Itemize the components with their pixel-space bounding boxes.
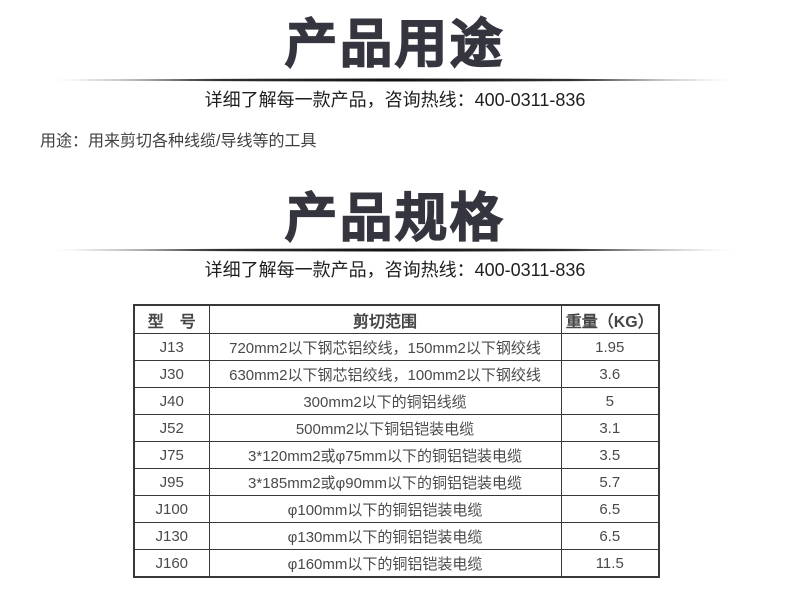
range-cell: φ100mm以下的铜铝铠装电缆: [208, 495, 562, 523]
col-header-model: 型 号: [133, 304, 210, 334]
weight-cell: 3.6: [560, 360, 660, 388]
range-cell: φ160mm以下的铜铝铠装电缆: [208, 549, 562, 578]
col-header-weight: 重量（KG）: [560, 304, 660, 334]
model-cell: J52: [133, 414, 210, 442]
product-specs-title: 产品规格: [284, 190, 505, 248]
hotline-text: 详细了解每一款产品，咨询热线：400-0311-836: [204, 90, 586, 110]
model-cell: J40: [133, 387, 210, 415]
taper-divider: [45, 248, 745, 252]
taper-divider: [45, 78, 745, 82]
range-cell: 630mm2以下钢芯铝绞线，100mm2以下钢绞线: [208, 360, 562, 388]
range-cell: 3*120mm2或φ75mm以下的铜铝铠装电缆: [208, 441, 562, 469]
table-row: J13 720mm2以下钢芯铝绞线，150mm2以下钢绞线 1.95: [133, 333, 660, 361]
model-cell: J75: [133, 441, 210, 469]
spec-table-container: 型 号 剪切范围 重量（KG） J13 720mm2以下钢芯铝绞线，150mm2…: [133, 304, 660, 578]
model-cell: J30: [133, 360, 210, 388]
weight-cell: 1.95: [560, 333, 660, 361]
weight-cell: 5.7: [560, 468, 660, 496]
product-usage-title: 产品用途: [284, 16, 505, 74]
table-row: J30 630mm2以下钢芯铝绞线，100mm2以下钢绞线 3.6: [133, 360, 660, 388]
table-row: J52 500mm2以下铜铝铠装电缆 3.1: [133, 414, 660, 442]
weight-cell: 3.5: [560, 441, 660, 469]
model-cell: J160: [133, 549, 210, 578]
weight-cell: 11.5: [560, 549, 660, 578]
model-cell: J95: [133, 468, 210, 496]
model-cell: J100: [133, 495, 210, 523]
usage-note: 用途：用来剪切各种线缆/导线等的工具: [40, 133, 317, 150]
table-row: J160 φ160mm以下的铜铝铠装电缆 11.5: [133, 549, 660, 578]
range-cell: φ130mm以下的铜铝铠装电缆: [208, 522, 562, 550]
range-cell: 500mm2以下铜铝铠装电缆: [208, 414, 562, 442]
table-row: J130 φ130mm以下的铜铝铠装电缆 6.5: [133, 522, 660, 550]
table-row: J75 3*120mm2或φ75mm以下的铜铝铠装电缆 3.5: [133, 441, 660, 469]
hotline-text: 详细了解每一款产品，咨询热线：400-0311-836: [204, 260, 586, 280]
col-header-range: 剪切范围: [208, 304, 562, 334]
table-row: J100 φ100mm以下的铜铝铠装电缆 6.5: [133, 495, 660, 523]
table-row: J95 3*185mm2或φ90mm以下的铜铝铠装电缆 5.7: [133, 468, 660, 496]
weight-cell: 6.5: [560, 495, 660, 523]
table-header-row: 型 号 剪切范围 重量（KG）: [133, 304, 660, 334]
model-cell: J13: [133, 333, 210, 361]
weight-cell: 3.1: [560, 414, 660, 442]
spec-table: 型 号 剪切范围 重量（KG） J13 720mm2以下钢芯铝绞线，150mm2…: [133, 304, 660, 578]
weight-cell: 5: [560, 387, 660, 415]
range-cell: 300mm2以下的铜铝线缆: [208, 387, 562, 415]
weight-cell: 6.5: [560, 522, 660, 550]
model-cell: J130: [133, 522, 210, 550]
range-cell: 3*185mm2或φ90mm以下的铜铝铠装电缆: [208, 468, 562, 496]
table-row: J40 300mm2以下的铜铝线缆 5: [133, 387, 660, 415]
range-cell: 720mm2以下钢芯铝绞线，150mm2以下钢绞线: [208, 333, 562, 361]
